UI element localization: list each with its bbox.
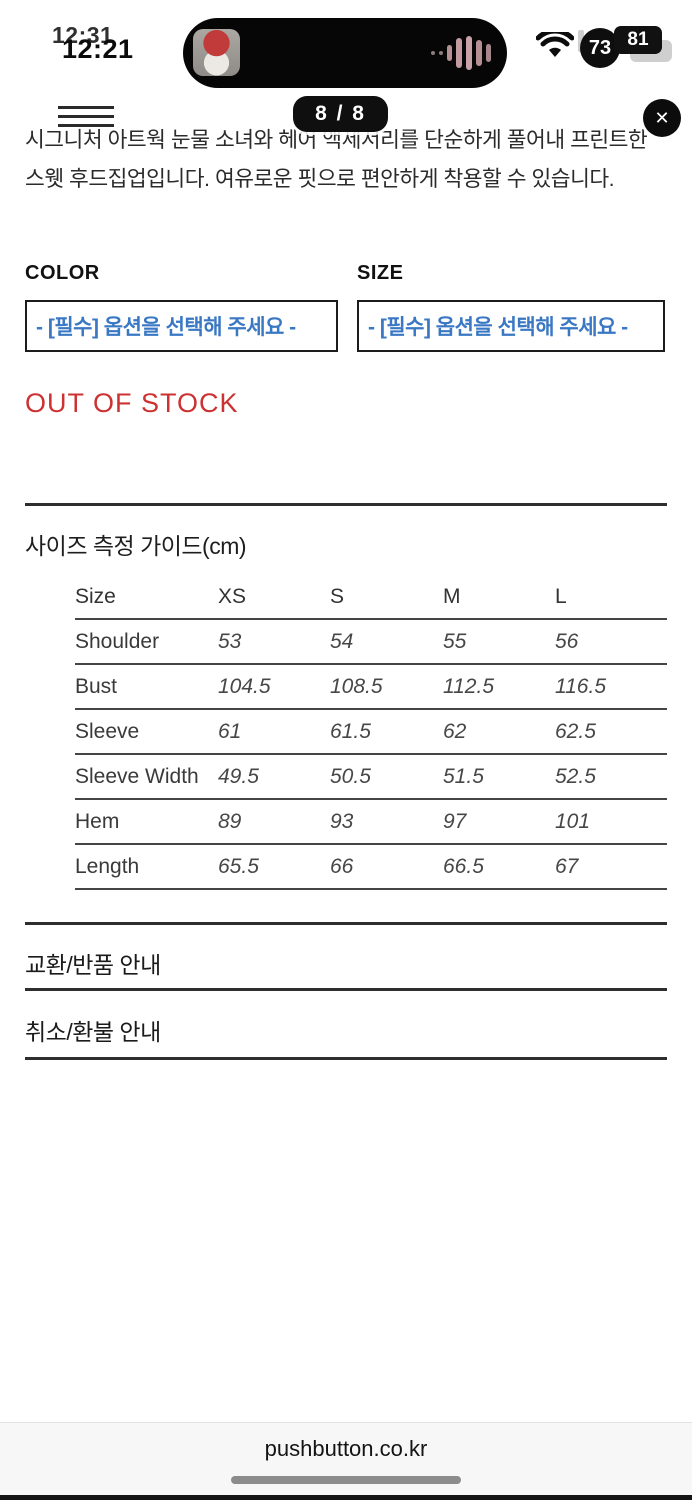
cell-value: 54	[330, 629, 354, 653]
dynamic-island[interactable]	[183, 18, 507, 88]
table-row: Bust 104.5 108.5 112.5 116.5	[75, 665, 667, 710]
row-label: Sleeve	[75, 719, 140, 743]
color-option-label: COLOR	[25, 262, 100, 284]
size-guide-table: Size XS S M L Shoulder 53 54 55 56 Bust …	[75, 575, 667, 890]
page-indicator-badge: 8 / 8	[293, 96, 388, 132]
cell-value: 62.5	[555, 719, 596, 743]
description-line: 시그니처 아트웍 눈물 소녀와 헤어 액세서리를 단순하게 풀어내 프린트한	[25, 128, 648, 152]
divider	[25, 503, 667, 506]
product-description: 시그니처 아트웍 눈물 소녀와 헤어 액세서리를 단순하게 풀어내 프린트한 스…	[25, 121, 675, 199]
size-guide-title: 사이즈 측정 가이드(cm)	[25, 533, 247, 559]
cell-value: 52.5	[555, 764, 596, 788]
cell-value: 50.5	[330, 764, 371, 788]
cell-value: 89	[218, 809, 242, 833]
cell-value: 61	[218, 719, 242, 743]
size-option-label: SIZE	[357, 262, 404, 284]
divider	[25, 988, 667, 991]
accordion-cancel-refund[interactable]: 취소/환불 안내	[25, 1019, 161, 1045]
cell-value: 108.5	[330, 674, 383, 698]
cell-value: 66	[330, 854, 354, 878]
cell-value: 56	[555, 629, 579, 653]
size-guide-header-row: Size XS S M L	[75, 575, 667, 620]
cell-value: 49.5	[218, 764, 259, 788]
album-art-icon	[193, 29, 240, 76]
cell-value: 116.5	[555, 674, 606, 698]
row-label: Sleeve Width	[75, 764, 199, 788]
column-header: M	[443, 584, 461, 608]
column-header: L	[555, 584, 567, 608]
row-label: Bust	[75, 674, 118, 698]
description-line: 스웻 후드집업입니다. 여유로운 핏으로 편안하게 착용할 수 있습니다.	[25, 167, 615, 191]
url-bar[interactable]: pushbutton.co.kr	[264, 1436, 428, 1461]
table-row: Shoulder 53 54 55 56	[75, 620, 667, 665]
menu-icon[interactable]	[58, 106, 114, 133]
cell-value: 62	[443, 719, 467, 743]
table-row: Sleeve Width 49.5 50.5 51.5 52.5	[75, 755, 667, 800]
color-select[interactable]: - [필수] 옵션을 선택해 주세요 -	[25, 300, 338, 352]
cell-value: 93	[330, 809, 354, 833]
row-label: Shoulder	[75, 629, 160, 653]
size-select[interactable]: - [필수] 옵션을 선택해 주세요 -	[357, 300, 665, 352]
cell-value: 65.5	[218, 854, 259, 878]
row-label: Length	[75, 854, 140, 878]
battery-percent-ghost-badge: 73	[580, 28, 620, 68]
cell-value: 51.5	[443, 764, 484, 788]
table-row: Sleeve 61 61.5 62 62.5	[75, 710, 667, 755]
divider	[25, 1057, 667, 1060]
close-icon[interactable]: ✕	[643, 99, 681, 137]
wifi-icon	[535, 28, 575, 65]
column-header: Size	[75, 584, 116, 608]
status-time-ghost: 12:31	[52, 22, 114, 48]
cell-value: 112.5	[443, 674, 494, 698]
audio-waveform-icon	[431, 36, 491, 70]
row-label: Hem	[75, 809, 120, 833]
screen-bottom-edge	[0, 1495, 692, 1500]
cell-value: 104.5	[218, 674, 271, 698]
accordion-exchange-return[interactable]: 교환/반품 안내	[25, 952, 161, 978]
table-row: Length 65.5 66 66.5 67	[75, 845, 667, 890]
column-header: S	[330, 584, 345, 608]
cell-value: 97	[443, 809, 467, 833]
table-row: Hem 89 93 97 101	[75, 800, 667, 845]
divider	[25, 922, 667, 925]
cell-value: 53	[218, 629, 242, 653]
stock-status: OUT OF STOCK	[25, 388, 239, 418]
home-indicator[interactable]	[231, 1476, 461, 1484]
status-time: 12:21	[62, 34, 134, 64]
column-header: XS	[218, 584, 247, 608]
cell-value: 67	[555, 854, 579, 878]
cell-value: 61.5	[330, 719, 371, 743]
cell-value: 55	[443, 629, 467, 653]
battery-icon: 81	[614, 26, 662, 54]
cell-value: 101	[555, 809, 591, 833]
cell-value: 66.5	[443, 854, 484, 878]
